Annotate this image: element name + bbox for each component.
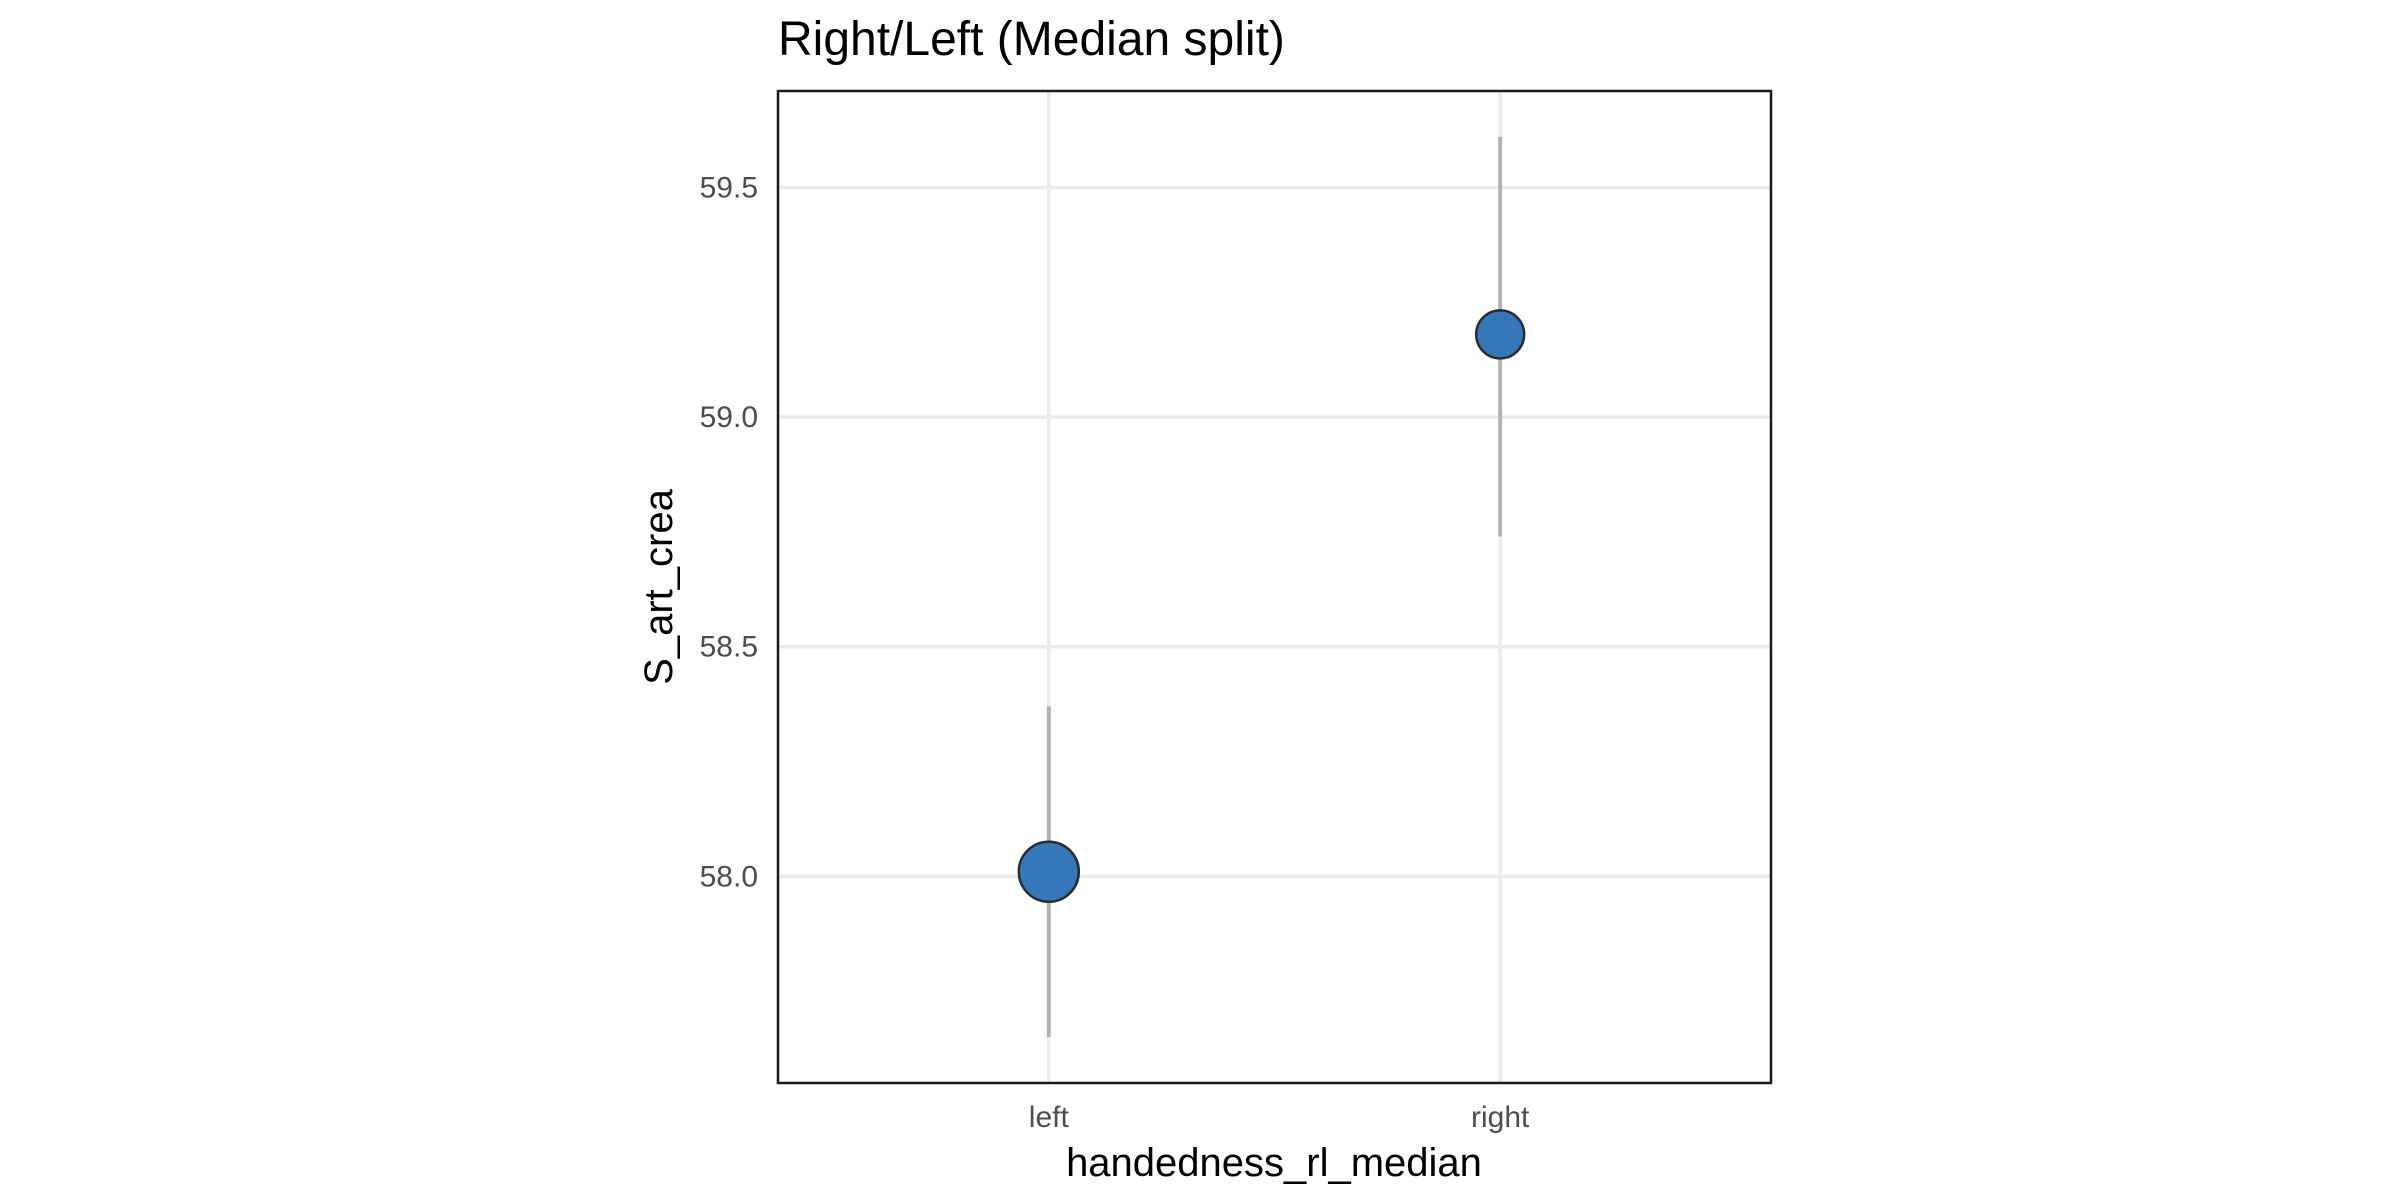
x-axis-title: handedness_rl_median: [1066, 1141, 1482, 1185]
x-tick-labels: left right: [1029, 1101, 1530, 1134]
y-tick-labels: 58.0 58.5 59.0 59.5: [700, 171, 758, 893]
y-tick-label: 58.0: [700, 860, 758, 893]
chart-title: Right/Left (Median split): [778, 13, 1285, 66]
y-tick-label: 59.5: [700, 171, 758, 204]
point-right: [1474, 309, 1526, 360]
point-left: [1017, 840, 1081, 903]
x-tick-label: right: [1471, 1101, 1530, 1134]
grid-layer: [778, 91, 1771, 1083]
x-tick-label: left: [1029, 1101, 1070, 1134]
panel-border: [776, 89, 1773, 1085]
y-axis-title: S_art_crea: [637, 488, 681, 684]
point-layer: [1017, 309, 1526, 903]
y-tick-label: 58.5: [700, 631, 758, 664]
errorbar-layer: [1046, 136, 1503, 1038]
y-tick-label: 59.0: [700, 401, 758, 434]
